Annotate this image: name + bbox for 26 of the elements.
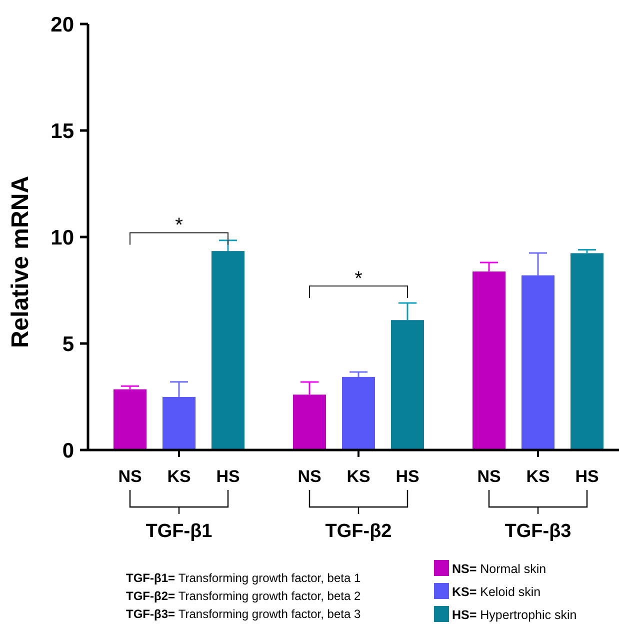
x-tick-label: KS [346, 467, 370, 486]
text: TGF-β2 [325, 521, 392, 542]
x-tick-label: KS [526, 467, 550, 486]
y-axis-title: Relative mRNA [7, 176, 34, 348]
text: TGF-β2= Transforming growth factor, beta 2 [126, 589, 361, 603]
legend-label: HS= Hypertrophic skin [452, 608, 577, 622]
x-tick-label: NS [477, 467, 501, 486]
annotation: * [175, 214, 184, 237]
x-tick-label: HS [216, 467, 240, 486]
x-tick-label: NS [118, 467, 142, 486]
y-tick-label: 20 [50, 13, 74, 36]
y-tick-label: 0 [62, 439, 74, 462]
legend-label: NS= Normal skin [452, 562, 546, 576]
text: TGF-β3 [504, 521, 572, 542]
text: TGF-β3= Transforming growth factor, beta 3 [126, 607, 361, 621]
y-tick-label: 10 [50, 226, 74, 250]
legend-label: KS= Keloid skin [452, 585, 541, 599]
x-tick-label: NS [298, 467, 322, 486]
x-tick-label: KS [167, 467, 191, 486]
annotation: * [354, 268, 363, 290]
text: TGF-β1= Transforming growth factor, beta 1 [126, 571, 361, 585]
x-tick-label: HS [575, 467, 599, 486]
text: TGF-β1 [146, 521, 213, 542]
x-tick-label: HS [396, 467, 420, 486]
y-tick-label: 5 [62, 332, 74, 356]
y-tick-label: 15 [50, 120, 74, 143]
